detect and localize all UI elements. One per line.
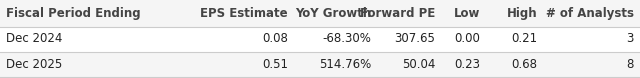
Text: Dec 2024: Dec 2024 — [6, 32, 63, 45]
Text: 0.08: 0.08 — [262, 32, 288, 45]
FancyBboxPatch shape — [0, 27, 640, 52]
Text: Fiscal Period Ending: Fiscal Period Ending — [6, 7, 141, 20]
Text: 8: 8 — [626, 58, 634, 71]
Text: 0.21: 0.21 — [511, 32, 538, 45]
Text: 307.65: 307.65 — [394, 32, 435, 45]
Text: # of Analysts: # of Analysts — [545, 7, 634, 20]
Text: 0.23: 0.23 — [454, 58, 480, 71]
Text: Forward PE: Forward PE — [360, 7, 435, 20]
Text: 0.00: 0.00 — [454, 32, 480, 45]
Text: -68.30%: -68.30% — [323, 32, 371, 45]
Text: 0.51: 0.51 — [262, 58, 288, 71]
Text: Low: Low — [454, 7, 480, 20]
Text: High: High — [507, 7, 538, 20]
Text: 50.04: 50.04 — [402, 58, 435, 71]
Text: 0.68: 0.68 — [511, 58, 538, 71]
FancyBboxPatch shape — [0, 53, 640, 78]
Text: YoY Growth: YoY Growth — [295, 7, 371, 20]
Text: EPS Estimate: EPS Estimate — [200, 7, 288, 20]
Text: 3: 3 — [626, 32, 634, 45]
Text: Dec 2025: Dec 2025 — [6, 58, 63, 71]
Text: 514.76%: 514.76% — [319, 58, 371, 71]
FancyBboxPatch shape — [0, 0, 640, 27]
